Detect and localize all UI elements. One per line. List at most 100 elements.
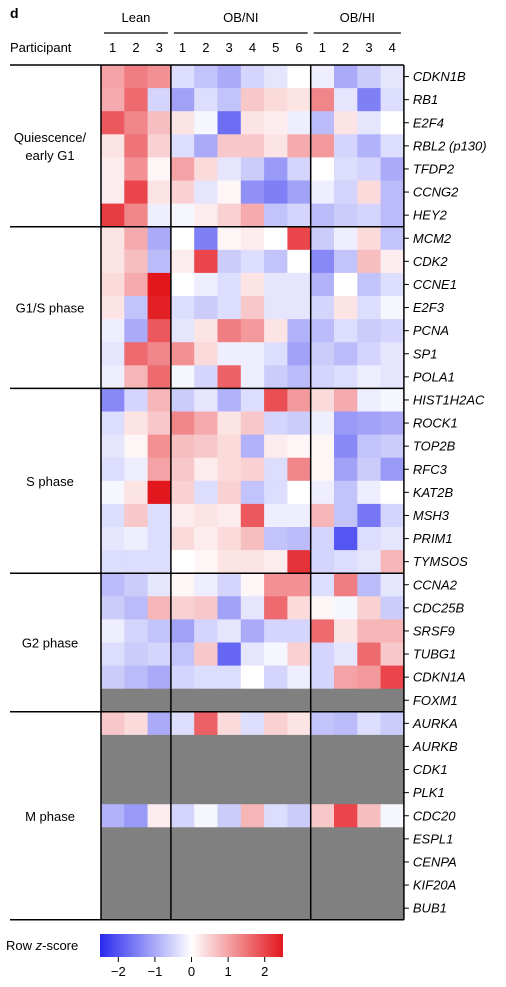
gene-labels: CDKN1B RB1 E2F4 RBL2 (p130) TFDP2 CCNG2 HEY2 MC… — [403, 69, 487, 916]
heatmap-cell-rock1 — [334, 411, 358, 435]
heatmap-cell-ccng2 — [334, 180, 358, 204]
heatmap-cell-rock1 — [357, 411, 381, 435]
heatmap-cell-cenpa — [194, 850, 218, 874]
heatmap-cell-ccne1 — [310, 272, 335, 297]
heatmap-cell-tfdp2 — [147, 157, 172, 181]
gene-label-tymsos: TYMSOS — [413, 554, 468, 569]
heatmap-cell-espl1 — [194, 827, 218, 851]
heatmap-cell-sp1 — [217, 342, 242, 366]
heatmap-cell-ccna2 — [334, 573, 358, 597]
heatmap-cell-ccna2 — [310, 573, 335, 597]
heatmap-cell-cdk1 — [124, 758, 148, 782]
heatmap-cell-top2b — [264, 434, 288, 459]
gene-label-bub1: BUB1 — [413, 901, 447, 916]
heatmap-cell-hey2 — [357, 203, 381, 228]
heatmap-cell-srsf9 — [194, 619, 218, 643]
heatmap-cell-cdkn1a — [310, 665, 335, 690]
heatmap-cell-top2b — [357, 434, 381, 459]
heatmap-cell-rb1 — [240, 88, 265, 112]
heatmap-cell-ccne1 — [101, 272, 125, 297]
participant-axis-label: Participant — [10, 40, 72, 55]
heatmap-cell-aurka — [310, 711, 335, 736]
heatmap-cell-top2b — [380, 434, 405, 459]
heatmap-cell-ccng2 — [217, 180, 242, 204]
heatmap-cell-e2f3 — [217, 296, 242, 320]
heatmap-cell-kif20a — [147, 873, 172, 897]
heatmap-cell-bub1 — [310, 896, 335, 921]
heatmap-cell-cdkn1b — [310, 65, 335, 89]
heatmap-cell-tubg1 — [147, 642, 172, 666]
gene-label-kat2b: KAT2B — [413, 485, 454, 500]
heatmap-cell-msh3 — [217, 503, 242, 528]
heatmap-cell-pcna — [101, 319, 125, 343]
heatmap-cell-rfc3 — [287, 457, 312, 482]
participant-label: 1 — [179, 40, 186, 55]
heatmap-cell-espl1 — [124, 827, 148, 851]
heatmap-cell-hey2 — [170, 203, 195, 228]
heatmap-cell-srsf9 — [357, 619, 381, 643]
heatmap-cell-ccng2 — [124, 180, 148, 204]
heatmap-cell-espl1 — [217, 827, 242, 851]
heatmap-cell-mcm2 — [194, 226, 218, 251]
heatmap-cell-ccng2 — [170, 180, 195, 204]
heatmap-cell-tfdp2 — [101, 157, 125, 181]
heatmap-cell-srsf9 — [380, 619, 405, 643]
heatmap-cell-ccna2 — [264, 573, 288, 597]
heatmap-cell-tubg1 — [287, 642, 312, 666]
heatmap-cell-cdk1 — [240, 758, 265, 782]
gene-label-rock1: ROCK1 — [413, 416, 458, 431]
heatmap-cell-ccne1 — [264, 272, 288, 297]
heatmap-cell-rock1 — [287, 411, 312, 435]
heatmap-cell-msh3 — [124, 503, 148, 528]
heatmap-cell-espl1 — [147, 827, 172, 851]
heatmap-cell-sp1 — [380, 342, 405, 366]
heatmap-cell-aurkb — [287, 734, 312, 759]
heatmap-cell-tymsos — [170, 550, 195, 574]
gene-label-tfdp2: TFDP2 — [413, 161, 455, 176]
heatmap-cell-ccne1 — [357, 272, 381, 297]
heatmap-cell-kif20a — [240, 873, 265, 897]
gene-label-ccna2: CCNA2 — [413, 577, 458, 592]
heatmap-cell-rbl2-p130 — [380, 134, 405, 158]
heatmap-cell-e2f4 — [287, 111, 312, 135]
heatmap-cell-espl1 — [310, 827, 335, 851]
gene-label-e2f3: E2F3 — [413, 300, 445, 315]
heatmap-cell-pola1 — [357, 365, 381, 389]
heatmap-cell-rock1 — [380, 411, 405, 435]
phase-labels: Quiescence/early G1 G1/S phase S phase G2 p… — [14, 130, 87, 824]
heatmap-cell-aurkb — [217, 734, 242, 759]
heatmap-cell-ccna2 — [147, 573, 172, 597]
heatmap-cell-cdk2 — [357, 249, 381, 274]
heatmap-cell-cdk2 — [101, 249, 125, 274]
heatmap-cell-aurkb — [101, 734, 125, 759]
colorbar — [100, 934, 283, 957]
heatmap-cell-tymsos — [310, 550, 335, 574]
heatmap-cell-rfc3 — [357, 457, 381, 482]
participant-label: 3 — [226, 40, 233, 55]
heatmap-cell-tubg1 — [217, 642, 242, 666]
heatmap-cell-bub1 — [264, 896, 288, 921]
heatmap-cell-kif20a — [194, 873, 218, 897]
heatmap-cell-cdk2 — [287, 249, 312, 274]
heatmap-cell-mcm2 — [334, 226, 358, 251]
heatmap-cell-sp1 — [310, 342, 335, 366]
heatmap-cell-hist1h2ac — [380, 388, 405, 412]
heatmap-cell-hey2 — [287, 203, 312, 228]
heatmap-cell-ccng2 — [194, 180, 218, 204]
heatmap-cell-plk1 — [217, 781, 242, 805]
heatmap-cell-cdc25b — [334, 596, 358, 620]
heatmap-cell-ccng2 — [310, 180, 335, 204]
heatmap-cell-kat2b — [334, 480, 358, 505]
heatmap-cell-plk1 — [124, 781, 148, 805]
heatmap-cell-ccna2 — [124, 573, 148, 597]
heatmap-cell-aurkb — [357, 734, 381, 759]
heatmap-cell-bub1 — [101, 896, 125, 921]
group-header-lean: Lean — [121, 10, 150, 25]
heatmap-cell-srsf9 — [124, 619, 148, 643]
gene-label-rfc3: RFC3 — [413, 462, 448, 477]
heatmap-cell-hist1h2ac — [357, 388, 381, 412]
heatmap-cell-plk1 — [170, 781, 195, 805]
heatmap-cell-tymsos — [264, 550, 288, 574]
heatmap-cell-aurkb — [124, 734, 148, 759]
heatmap-cell-cdkn1b — [170, 65, 195, 89]
